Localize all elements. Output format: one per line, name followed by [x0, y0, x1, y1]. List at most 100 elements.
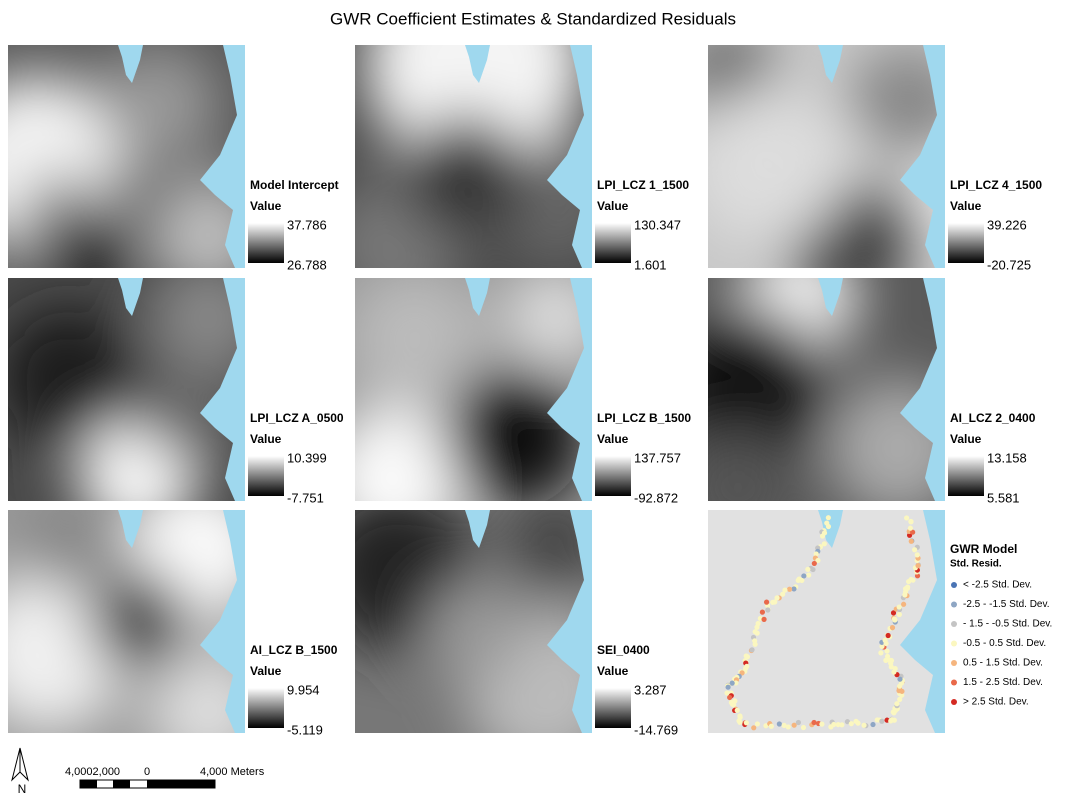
residual-point: [883, 638, 888, 643]
map: [315, 490, 625, 770]
raster-blob: [425, 580, 525, 680]
north-arrow: N: [12, 748, 28, 796]
residual-point: [744, 720, 749, 725]
residual-point: [908, 577, 913, 582]
legend-label: -0.5 - 0.5 Std. Dev.: [963, 638, 1046, 649]
figure: GWR Coefficient Estimates & Standardized…: [0, 0, 1067, 798]
residual-point: [886, 633, 891, 638]
residual-point: [909, 539, 914, 544]
raster-blob: [828, 378, 968, 518]
residual-point: [908, 519, 913, 524]
ramp-max: 130.347: [634, 217, 681, 232]
ramp-min: -7.751: [287, 490, 324, 505]
ramp-min: -14.769: [634, 722, 678, 737]
legend-label: < -2.5 Std. Dev.: [963, 580, 1032, 591]
residual-point: [753, 642, 758, 647]
residual-point: [777, 721, 782, 726]
color-ramp: [248, 223, 284, 263]
coefficient-panel: AI_LCZ B_1500Value9.954-5.119: [0, 480, 338, 770]
layer-name: LPI_LCZ 4_1500: [950, 178, 1042, 192]
ramp-max: 137.757: [634, 450, 681, 465]
legend-label: 1.5 - 2.5 Std. Dev.: [963, 677, 1043, 688]
residual-point: [753, 629, 758, 634]
residual-point: [892, 616, 897, 621]
residual-point: [725, 685, 730, 690]
layer-name: AI_LCZ 2_0400: [950, 411, 1036, 425]
residual-point: [805, 567, 810, 572]
legend-swatch: [951, 621, 957, 627]
map: [325, 0, 615, 315]
ramp-min: 1.601: [634, 257, 667, 272]
value-heading: Value: [597, 199, 629, 213]
residual-point: [897, 612, 902, 617]
residual-point: [791, 586, 796, 591]
value-heading: Value: [597, 432, 629, 446]
residual-panel: GWR ModelStd. Resid.< -2.5 Std. Dev.-2.5…: [708, 510, 1052, 733]
legend-label: -2.5 - -1.5 Std. Dev.: [963, 599, 1050, 610]
ramp-max: 9.954: [287, 682, 320, 697]
residual-point: [727, 695, 732, 700]
residual-point: [735, 708, 740, 713]
residual-point: [915, 552, 920, 557]
ramp-min: -92.872: [634, 490, 678, 505]
raster-blob: [688, 85, 848, 245]
color-ramp: [248, 688, 284, 728]
coefficient-panel: AI_LCZ 2_0400 Value 13.158 5.581: [668, 238, 1036, 548]
residual-point: [826, 515, 831, 520]
residual-point: [892, 718, 897, 723]
legend-label: - 1.5 - -0.5 Std. Dev.: [963, 619, 1052, 630]
value-heading: Value: [250, 664, 282, 678]
residual-point: [905, 585, 910, 590]
legend-swatch: [951, 602, 957, 608]
north-label: N: [18, 782, 27, 796]
map: [708, 510, 945, 733]
residual-point: [908, 526, 913, 531]
residual-point: [737, 713, 742, 718]
value-heading: Value: [950, 432, 982, 446]
ramp-max: 3.287: [634, 682, 667, 697]
map: [325, 268, 605, 548]
residual-point: [870, 722, 875, 727]
residual-point: [890, 625, 895, 630]
residual-point: [765, 607, 770, 612]
value-heading: Value: [950, 199, 982, 213]
ramp-max: 10.399: [287, 450, 327, 465]
residual-point: [787, 587, 792, 592]
residual-point: [912, 547, 917, 552]
residual-point: [769, 724, 774, 729]
scale-bar: 4,0002,000 0 4,000 Meters: [65, 766, 265, 788]
raster-blob: [445, 368, 585, 508]
ramp-max: 39.226: [987, 217, 1027, 232]
residual-point: [915, 563, 920, 568]
residual-point: [737, 720, 742, 725]
legend-swatch: [951, 660, 957, 666]
value-heading: Value: [250, 199, 282, 213]
residual-point: [879, 719, 884, 724]
residual-point: [849, 721, 854, 726]
raster-blob: [148, 258, 268, 378]
layer-name: SEI_0400: [597, 643, 650, 657]
layer-name: LPI_LCZ B_1500: [597, 411, 691, 425]
ramp-min: -20.725: [987, 257, 1031, 272]
legend-label: 0.5 - 1.5 Std. Dev.: [963, 658, 1043, 669]
residual-point: [811, 720, 816, 725]
ramp-min: 26.788: [287, 257, 327, 272]
ramp-max: 37.786: [287, 217, 327, 232]
residual-point: [889, 658, 894, 663]
layer-name: LPI_LCZ 1_1500: [597, 178, 689, 192]
color-ramp: [948, 456, 984, 496]
residual-point: [812, 561, 817, 566]
legend-swatch: [951, 699, 957, 705]
residual-point: [744, 653, 749, 658]
raster-blob: [345, 268, 485, 408]
map: [0, 480, 268, 770]
color-ramp: [248, 456, 284, 496]
coefficient-panel: LPI_LCZ B_1500 Value 137.757 -92.872: [325, 268, 691, 548]
ramp-max: 13.158: [987, 450, 1027, 465]
residual-point: [801, 573, 806, 578]
residual-point: [904, 515, 909, 520]
ramp-min: 5.581: [987, 490, 1020, 505]
